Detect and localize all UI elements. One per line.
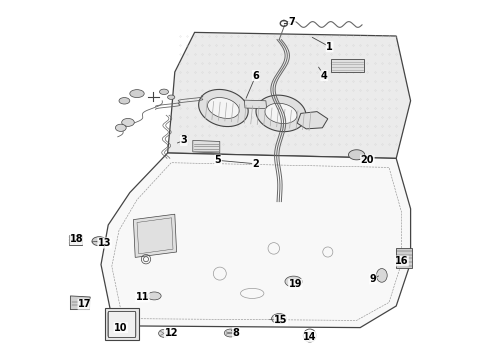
Polygon shape [69, 235, 82, 245]
Polygon shape [101, 153, 411, 328]
Text: 8: 8 [233, 328, 240, 338]
Text: 20: 20 [361, 155, 374, 165]
Text: 1: 1 [326, 42, 333, 52]
Ellipse shape [285, 276, 302, 287]
Text: 6: 6 [252, 71, 259, 81]
Ellipse shape [130, 90, 144, 98]
Ellipse shape [116, 124, 126, 131]
Text: 3: 3 [180, 135, 187, 145]
Text: 5: 5 [215, 155, 221, 165]
Polygon shape [71, 296, 90, 310]
Polygon shape [256, 95, 306, 132]
Polygon shape [348, 150, 365, 160]
Text: 18: 18 [70, 234, 84, 244]
Polygon shape [297, 112, 328, 129]
Polygon shape [108, 311, 135, 337]
Ellipse shape [160, 89, 169, 94]
Ellipse shape [92, 237, 106, 246]
Polygon shape [265, 103, 297, 123]
Polygon shape [245, 100, 267, 109]
Circle shape [306, 332, 314, 339]
Polygon shape [193, 140, 220, 153]
Text: 14: 14 [303, 332, 317, 342]
Ellipse shape [376, 269, 387, 282]
Text: 9: 9 [369, 274, 376, 284]
Text: 12: 12 [165, 328, 178, 338]
Ellipse shape [271, 314, 287, 324]
Text: 13: 13 [98, 238, 111, 248]
Text: 4: 4 [321, 71, 328, 81]
Polygon shape [133, 214, 176, 257]
Ellipse shape [119, 98, 130, 104]
Text: 17: 17 [78, 299, 92, 309]
Ellipse shape [147, 292, 161, 300]
Ellipse shape [224, 329, 237, 337]
Ellipse shape [159, 329, 170, 337]
Text: 10: 10 [114, 323, 127, 333]
Text: 19: 19 [289, 279, 302, 289]
Polygon shape [331, 59, 364, 72]
Polygon shape [198, 89, 248, 127]
Ellipse shape [122, 118, 134, 126]
Text: 16: 16 [395, 256, 408, 266]
Polygon shape [396, 248, 413, 268]
Text: 2: 2 [252, 159, 259, 169]
Text: 7: 7 [289, 17, 295, 27]
Text: 11: 11 [136, 292, 149, 302]
Polygon shape [208, 98, 239, 118]
Polygon shape [104, 308, 139, 340]
Text: 15: 15 [274, 315, 288, 325]
Polygon shape [168, 32, 411, 158]
Ellipse shape [168, 95, 175, 99]
